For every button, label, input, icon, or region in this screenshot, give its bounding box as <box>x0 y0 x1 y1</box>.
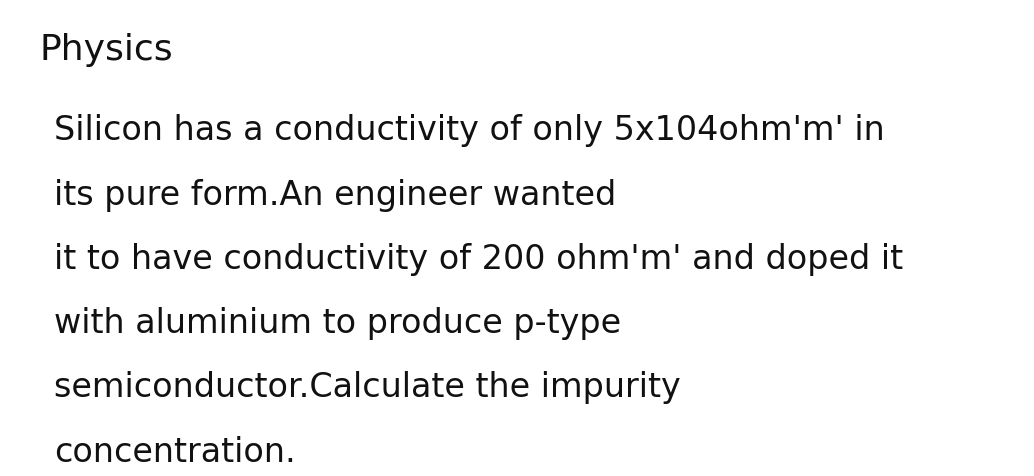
Text: Silicon has a conductivity of only 5x104ohm'm' in: Silicon has a conductivity of only 5x104… <box>54 114 884 147</box>
Text: with aluminium to produce p-type: with aluminium to produce p-type <box>54 307 620 340</box>
Text: Physics: Physics <box>39 33 173 67</box>
Text: its pure form.An engineer wanted: its pure form.An engineer wanted <box>54 178 616 211</box>
Text: it to have conductivity of 200 ohm'm' and doped it: it to have conductivity of 200 ohm'm' an… <box>54 243 903 276</box>
Text: concentration.: concentration. <box>54 436 296 468</box>
Text: semiconductor.Calculate the impurity: semiconductor.Calculate the impurity <box>54 371 680 404</box>
